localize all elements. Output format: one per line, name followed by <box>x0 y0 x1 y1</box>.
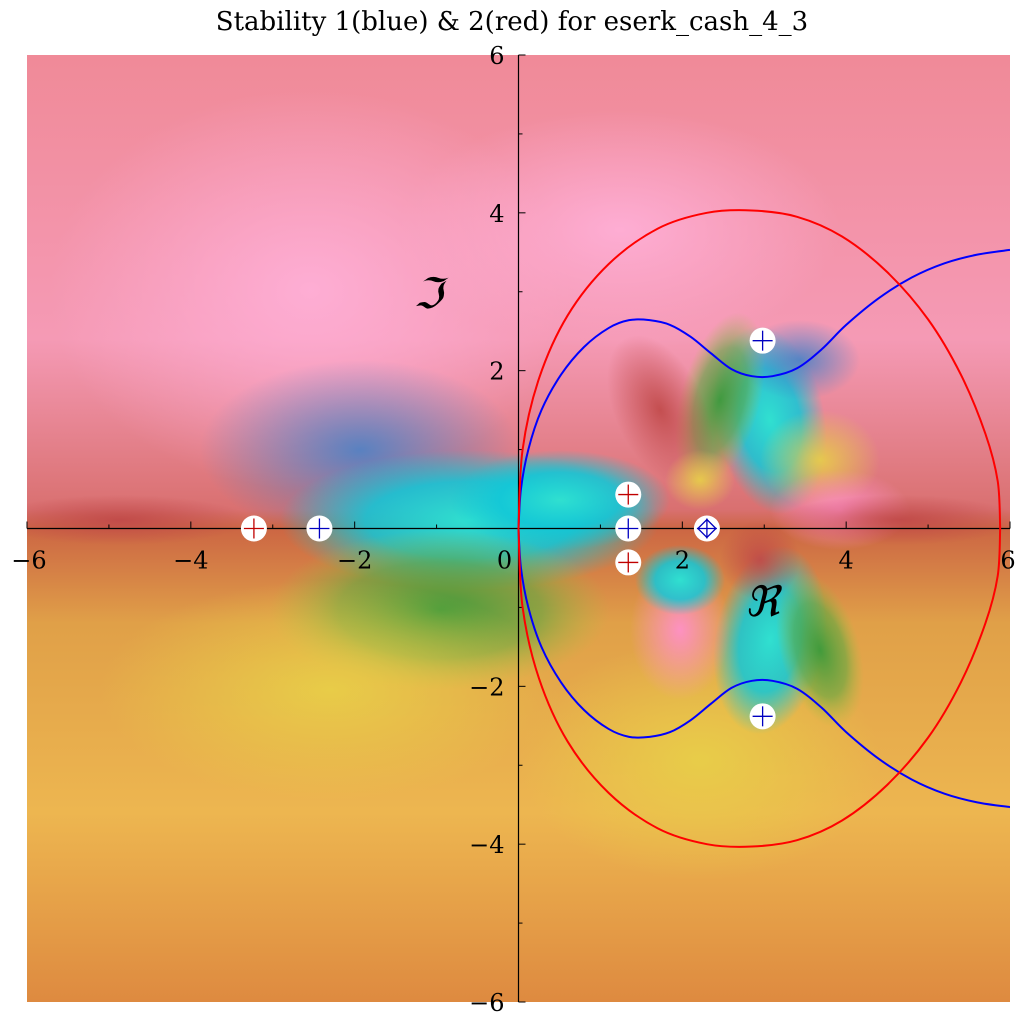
x-tick-label: 4 <box>839 547 854 575</box>
pole-marker <box>615 515 642 542</box>
pole-markers <box>240 327 776 730</box>
chart-title: Stability 1(blue) & 2(red) for eserk_cas… <box>216 7 808 37</box>
pole-marker <box>615 549 642 576</box>
y-tick-label: 2 <box>489 358 504 386</box>
pole-marker <box>615 481 642 508</box>
y-tick-label: −6 <box>469 989 504 1017</box>
x-axis-label: ℜ <box>745 577 783 626</box>
stability-curve-2-upper <box>517 209 1002 529</box>
y-tick-label: −2 <box>469 673 504 701</box>
pole-marker <box>306 515 333 542</box>
stability-curve-1-upper <box>517 248 1010 529</box>
x-tick-label: 6 <box>1000 547 1015 575</box>
x-tick-label: −2 <box>337 547 372 575</box>
stability-curves <box>517 209 1010 848</box>
y-tick-label: 6 <box>489 42 504 70</box>
x-tick-label: −4 <box>173 547 208 575</box>
y-tick-label: 4 <box>489 200 504 228</box>
stability-curve-1-lower <box>517 528 1010 809</box>
stability-curve-2-lower <box>517 528 1002 848</box>
y-tick-label: −4 <box>469 831 504 859</box>
x-tick-label: 2 <box>675 547 690 575</box>
x-tick-label: −6 <box>11 547 46 575</box>
x-tick-label: 0 <box>497 547 512 575</box>
pole-marker <box>693 515 720 542</box>
pole-marker <box>749 703 776 730</box>
pole-marker <box>240 515 267 542</box>
pole-marker <box>749 327 776 354</box>
marker-diamond <box>696 518 717 539</box>
